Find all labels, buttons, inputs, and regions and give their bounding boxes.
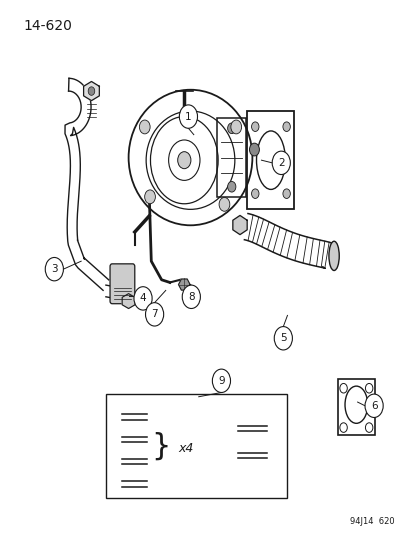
Circle shape — [139, 120, 150, 134]
Circle shape — [251, 189, 259, 198]
Circle shape — [182, 285, 200, 309]
Circle shape — [45, 257, 63, 281]
Text: 94J14  620: 94J14 620 — [349, 517, 394, 526]
Circle shape — [271, 151, 290, 174]
Text: 6: 6 — [370, 401, 377, 411]
Text: }: } — [151, 431, 170, 461]
Circle shape — [134, 287, 152, 310]
Bar — [337, 379, 374, 435]
Text: 14-620: 14-620 — [23, 19, 72, 33]
Polygon shape — [178, 279, 190, 290]
Circle shape — [282, 122, 290, 132]
Circle shape — [282, 189, 290, 198]
Polygon shape — [83, 82, 99, 101]
Circle shape — [212, 369, 230, 392]
Circle shape — [227, 123, 235, 134]
Polygon shape — [122, 294, 135, 309]
Circle shape — [364, 394, 382, 417]
Circle shape — [339, 383, 347, 393]
Circle shape — [145, 303, 163, 326]
Circle shape — [365, 383, 372, 393]
Circle shape — [218, 197, 229, 211]
Bar — [106, 394, 287, 498]
Text: 7: 7 — [151, 309, 157, 319]
Text: 2: 2 — [277, 158, 284, 168]
Polygon shape — [232, 215, 247, 235]
Circle shape — [179, 105, 197, 128]
Text: 9: 9 — [218, 376, 224, 386]
Text: 8: 8 — [188, 292, 194, 302]
Text: x4: x4 — [178, 442, 193, 455]
Text: 4: 4 — [140, 293, 146, 303]
Circle shape — [273, 327, 292, 350]
Circle shape — [339, 423, 347, 432]
Circle shape — [365, 423, 372, 432]
Circle shape — [177, 152, 190, 168]
Circle shape — [227, 181, 235, 192]
Circle shape — [230, 120, 241, 134]
Circle shape — [144, 190, 155, 204]
Circle shape — [88, 87, 95, 95]
Circle shape — [251, 122, 259, 132]
Text: 1: 1 — [185, 111, 191, 122]
Circle shape — [249, 143, 259, 156]
Ellipse shape — [328, 241, 338, 270]
FancyBboxPatch shape — [110, 264, 135, 304]
Text: 5: 5 — [279, 333, 286, 343]
Text: 3: 3 — [51, 264, 57, 274]
